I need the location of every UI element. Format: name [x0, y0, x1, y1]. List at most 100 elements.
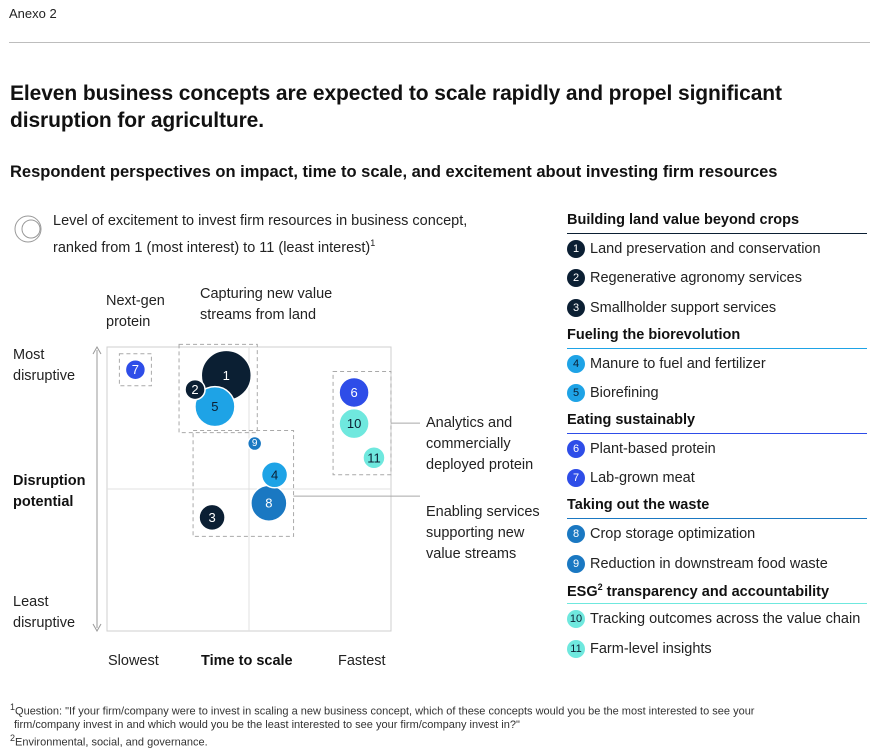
category-esg-transparency: ESG2 transparency and accountability — [567, 578, 867, 605]
bubble-label-4: 4 — [271, 467, 278, 482]
y-axis-title-line2: potential — [13, 494, 74, 510]
legend-item-8: 8 Crop storage optimization — [567, 519, 867, 549]
y-axis-title-line1: Disruption — [13, 473, 86, 489]
callout-capturing-value: Capturing new value streams from land — [200, 284, 332, 326]
exhibit-label: Anexo 2 — [9, 6, 57, 21]
bubble-3 — [198, 503, 226, 532]
bubble-7 — [124, 358, 147, 381]
size-legend-icon — [14, 215, 42, 243]
category-taking-out-waste: Taking out the waste — [567, 493, 867, 520]
category-esg-suffix: transparency and accountability — [602, 584, 830, 601]
bubble-label-7: 7 — [132, 362, 139, 377]
y-axis-arrow-down — [92, 623, 102, 633]
legend-item-4: 4 Manure to fuel and fertilizer — [567, 349, 867, 379]
chart-subtitle: Respondent perspectives on impact, time … — [10, 163, 778, 181]
callout-next-gen-line2: protein — [106, 314, 151, 330]
bubble-label-2: 2 — [191, 382, 198, 397]
bubble-label-11: 11 — [367, 450, 381, 465]
chart-axes — [92, 345, 392, 633]
badge-6: 6 — [567, 439, 585, 458]
callout-analytics-line3: deployed protein — [426, 457, 534, 473]
callout-capturing-line1: Capturing new value — [200, 286, 333, 302]
bubble-label-1: 1 — [223, 368, 230, 383]
category-fueling-biorevolution: Fueling the biorevolution — [567, 323, 867, 349]
callout-enabling-line1: Enabling services — [426, 504, 540, 520]
category-esg-footnote-mark: 2 — [597, 582, 603, 593]
bubble-6 — [338, 376, 370, 409]
group-box-1 — [178, 343, 258, 434]
badge-8: 8 — [567, 524, 585, 543]
bubble-10 — [338, 407, 370, 440]
badge-3: 3 — [567, 298, 585, 317]
badge-11: 11 — [567, 639, 585, 658]
page-title: Eleven business concepts are expected to… — [10, 82, 782, 132]
callout-next-gen-protein: Next-gen protein — [106, 291, 165, 333]
legend-label-2: Regenerative agronomy services — [590, 270, 802, 287]
badge-2: 2 — [567, 269, 585, 288]
legend-label-11: Farm-level insights — [590, 640, 712, 657]
group-box-2 — [332, 370, 392, 476]
callout-analytics: Analytics and commercially deployed prot… — [426, 413, 533, 476]
footnote-1-line1: 1Question: "If your firm/company were to… — [10, 702, 755, 718]
y-label-top: Most disruptive — [13, 345, 75, 387]
group-box-0 — [118, 353, 152, 387]
y-label-top-line1: Most — [13, 347, 45, 363]
legend-item-1: 1 Land preservation and conservation — [567, 234, 867, 264]
bubble-label-6: 6 — [350, 385, 357, 400]
category-legend: Building land value beyond crops 1 Land p… — [567, 208, 867, 664]
callout-capturing-line2: streams from land — [200, 307, 317, 323]
callout-enabling-services: Enabling services supporting new value s… — [426, 502, 540, 565]
legend-item-11: 11 Farm-level insights — [567, 634, 867, 664]
x-label-left: Slowest — [108, 653, 159, 669]
legend-label-9: Reduction in downstream food waste — [590, 555, 828, 572]
legend-item-6: 6 Plant-based protein — [567, 434, 867, 464]
callout-enabling-line3: value streams — [426, 546, 517, 562]
legend-item-5: 5 Biorefining — [567, 378, 867, 408]
legend-item-10: 10 Tracking outcomes across the value cha… — [567, 604, 867, 634]
bubble-label-3: 3 — [208, 510, 215, 525]
bubble-label-8: 8 — [265, 496, 272, 511]
size-legend-line1: Level of excitement to invest firm resou… — [53, 213, 468, 229]
badge-1: 1 — [567, 239, 585, 258]
badge-9: 9 — [567, 554, 585, 573]
footnote-1-line2: firm/company invest in and which would y… — [14, 718, 520, 731]
badge-7: 7 — [567, 469, 585, 488]
callout-enabling-line2: supporting new — [426, 525, 525, 541]
legend-item-7: 7 Lab-grown meat — [567, 464, 867, 494]
top-divider — [9, 42, 870, 43]
footnote-1: 1Question: "If your firm/company were to… — [10, 701, 880, 749]
footnote-2: 2Environmental, social, and governance. — [10, 732, 208, 749]
y-axis-arrow-up — [92, 345, 102, 355]
legend-item-3: 3 Smallholder support services — [567, 293, 867, 323]
category-eating-sustainably: Eating sustainably — [567, 408, 867, 434]
bubble-chart: 1 5 8 6 10 3 4 11 2 7 9 — [92, 343, 420, 633]
callout-analytics-line2: commercially — [426, 436, 511, 452]
group-boxes — [118, 343, 420, 537]
category-building-land: Building land value beyond crops — [567, 208, 867, 234]
bubble-label-9: 9 — [252, 438, 258, 449]
bubble-label-10: 10 — [347, 416, 361, 431]
group-box-3 — [192, 430, 295, 537]
bubble-label-5: 5 — [211, 399, 218, 414]
legend-label-10: Tracking outcomes across the value chain — [590, 611, 861, 628]
bubble-9 — [246, 435, 263, 452]
x-axis-title: Time to scale — [201, 653, 293, 669]
legend-item-9: 9 Reduction in downstream food waste — [567, 549, 867, 579]
legend-label-6: Plant-based protein — [590, 440, 716, 457]
badge-10: 10 — [567, 610, 585, 629]
bubbles: 1 5 8 6 10 3 4 11 2 7 9 — [124, 349, 386, 532]
badge-5: 5 — [567, 384, 585, 403]
bubble-5 — [194, 385, 236, 428]
legend-label-4: Manure to fuel and fertilizer — [590, 355, 766, 372]
size-legend-text: Level of excitement to invest firm resou… — [53, 210, 533, 259]
bubble-11 — [362, 446, 386, 470]
y-label-bottom-line2: disruptive — [13, 615, 76, 631]
bubble-4 — [260, 461, 289, 489]
size-legend-line2: ranked from 1 (most interest) to 11 (lea… — [53, 238, 376, 256]
callout-next-gen-line1: Next-gen — [106, 293, 165, 309]
legend-item-2: 2 Regenerative agronomy services — [567, 264, 867, 294]
y-label-bottom-line1: Least — [13, 594, 49, 610]
callout-analytics-line1: Analytics and — [426, 415, 513, 431]
legend-label-3: Smallholder support services — [590, 299, 777, 316]
y-axis-title: Disruption potential — [13, 471, 86, 513]
